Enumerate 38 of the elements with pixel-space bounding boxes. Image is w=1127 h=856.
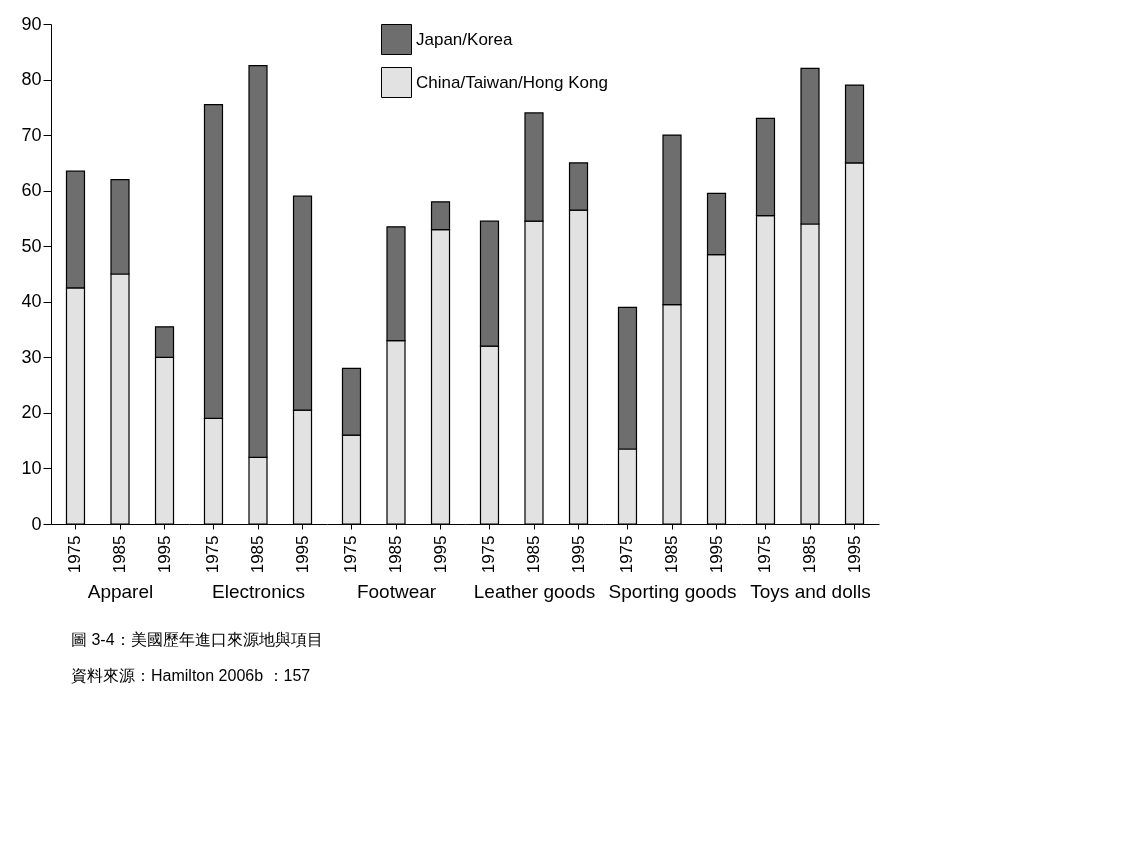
x-axis-title: Electronics	[212, 581, 305, 603]
x-tick-label: 1985	[386, 535, 405, 574]
x-tick-label: 1975	[479, 535, 499, 574]
x-axis-title: Toys and dolls	[750, 581, 871, 603]
source-note: 資料來源：Hamilton 2006b ：157	[71, 667, 311, 684]
x-tick-label: 1975	[65, 535, 85, 574]
y-tick-label: 80	[21, 69, 42, 90]
legend-label: China/Taiwan/Hong Kong	[416, 72, 608, 92]
y-tick-label: 0	[31, 513, 42, 534]
y-tick-label: 90	[21, 13, 42, 34]
x-tick-label: 1985	[524, 535, 543, 574]
y-tick-label: 20	[21, 402, 42, 423]
x-tick-label: 1975	[617, 535, 637, 574]
y-tick-label: 50	[21, 235, 42, 256]
caption: 圖 3-4：美國歷年進口來源地與項目	[71, 631, 323, 648]
x-tick-label: 1985	[248, 535, 267, 574]
y-tick-label: 70	[21, 124, 42, 145]
x-tick-label: 1995	[844, 535, 864, 574]
x-axis-title: Sporting goods	[608, 581, 737, 603]
legend-label: Japan/Korea	[416, 29, 513, 49]
x-tick-label: 1995	[430, 535, 450, 574]
y-tick-label: 10	[21, 457, 42, 478]
x-tick-label: 1985	[800, 535, 819, 574]
y-tick-label: 60	[21, 180, 42, 201]
x-tick-label: 1975	[755, 535, 775, 574]
x-tick-label: 1995	[706, 535, 726, 574]
y-tick-label: 40	[21, 291, 42, 312]
x-tick-label: 1985	[110, 535, 129, 574]
x-tick-label: 1985	[662, 535, 681, 574]
x-axis-title: Apparel	[87, 581, 154, 603]
x-tick-label: 1995	[292, 535, 312, 574]
x-axis-title: Leather goods	[473, 581, 596, 603]
x-tick-label: 1995	[568, 535, 588, 574]
x-tick-label: 1995	[154, 535, 174, 574]
x-tick-label: 1975	[203, 535, 223, 574]
x-axis-title: Footwear	[356, 581, 437, 603]
y-tick-label: 30	[21, 346, 42, 367]
x-tick-label: 1975	[341, 535, 361, 574]
